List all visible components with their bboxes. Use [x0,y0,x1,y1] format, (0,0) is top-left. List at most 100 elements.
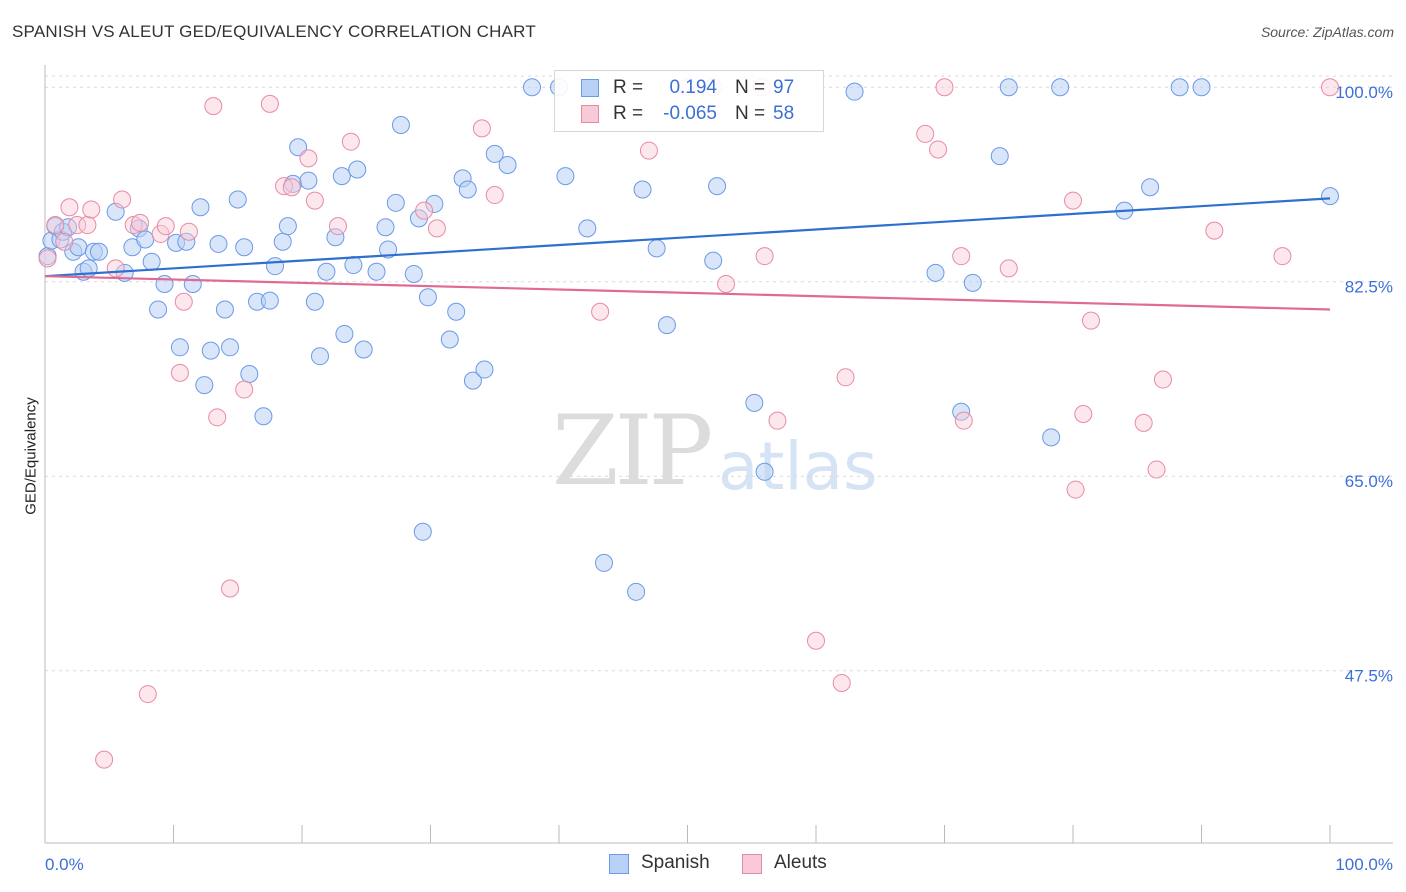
r-value: -0.065 [663,103,717,124]
n-label: N = [735,77,766,98]
spanish-point [458,180,477,199]
spanish-point [425,194,444,213]
spanish-point [260,291,279,310]
spanish-point [498,156,517,175]
spanish-point [418,288,437,307]
n-value: 97 [773,77,795,98]
spanish-point [556,167,575,186]
aleuts-point [1147,460,1166,479]
aleuts-swatch [581,105,599,123]
spanish-point [1321,187,1339,206]
spanish-point [266,257,285,276]
aleuts-point [717,274,736,293]
aleuts-point [78,216,97,235]
aleuts-point [415,201,434,220]
correlation-legend: R = 0.194 N = 97 R = -0.065 N = 58 [554,70,824,132]
spanish-trend-line [44,197,1331,278]
aleuts-point [954,411,973,430]
spanish-point [657,316,676,335]
aleuts-point [1066,480,1085,499]
spanish-point [215,300,234,319]
spanish-point [447,302,466,321]
chart-title: SPANISH VS ALEUT GED/EQUIVALENCY CORRELA… [12,22,536,41]
spanish-point [926,263,945,282]
spanish-point [142,252,161,271]
watermark-zip: ZIP [552,395,713,507]
spanish-point [1192,78,1211,97]
spanish-point [89,242,108,261]
aleuts-legend-swatch [742,854,762,874]
spanish-point [149,300,168,319]
aleuts-point [208,408,227,427]
aleuts-point [68,216,87,235]
spanish-point [155,274,174,293]
spanish-point [278,217,297,236]
spanish-point [413,522,432,541]
watermark-atlas: atlas [718,428,878,505]
aleuts-point [768,411,787,430]
aleuts-point [999,259,1018,278]
aleuts-point [1205,221,1224,240]
spanish-point [289,138,308,157]
aleuts-point [755,247,774,266]
aleuts-point [235,380,254,399]
spanish-point [195,376,214,395]
spanish-point [310,347,329,366]
spanish-point [379,240,398,259]
spanish-point [209,234,228,253]
spanish-point [475,360,494,379]
aleuts-point [832,673,851,692]
aleuts-point [305,191,324,210]
aleuts-point [807,631,825,650]
legend-row-aleuts: R = -0.065 N = 58 [555,103,823,127]
spanish-point [523,78,542,97]
aleuts-point [427,219,446,238]
spanish-point [594,553,613,572]
spanish-point [317,262,336,281]
spanish-point [376,218,395,237]
source-credit: Source: ZipAtlas.com [1260,24,1394,40]
n-value: 58 [773,103,795,124]
aleuts-point [170,363,189,382]
n-label: N = [735,103,766,124]
spanish-point [704,251,723,270]
spanish-point [485,144,504,163]
r-value: 0.194 [669,77,717,98]
aleuts-point [836,368,855,387]
aleuts-point [1321,78,1339,97]
aleuts-point [282,178,301,197]
aleuts-point [1153,370,1172,389]
aleuts-point [472,119,491,138]
x-tick-label: 100.0% [1335,855,1393,874]
aleuts-point [221,579,240,598]
y-tick-label: 65.0% [1345,472,1393,491]
spanish-point [299,171,318,190]
aleuts-trend-line [44,275,1331,311]
spanish-point [647,239,666,258]
spanish-point [627,582,646,601]
spanish-point [348,160,367,179]
spanish-point [326,228,345,247]
aleuts-point [591,302,610,321]
spanish-swatch [581,79,599,97]
spanish-point [367,262,386,281]
aleuts-point [82,200,101,219]
aleuts-point [55,232,74,251]
spanish-point [344,256,363,275]
spanish-point [254,407,273,426]
aleuts-point [179,222,198,241]
r-label: R = [613,103,644,124]
aleuts-point [113,190,132,209]
spanish-point [240,364,259,383]
aleuts-point [916,124,935,143]
aleuts-point [131,213,150,232]
aleuts-point [38,249,57,268]
aleuts-point [95,750,114,769]
spanish-point [745,393,764,412]
aleuts-point [275,177,294,196]
spanish-point [990,147,1009,166]
x-tick-label: 0.0% [45,855,84,874]
spanish-point [201,341,220,360]
spanish-point [235,238,254,257]
spanish-point [845,82,864,101]
